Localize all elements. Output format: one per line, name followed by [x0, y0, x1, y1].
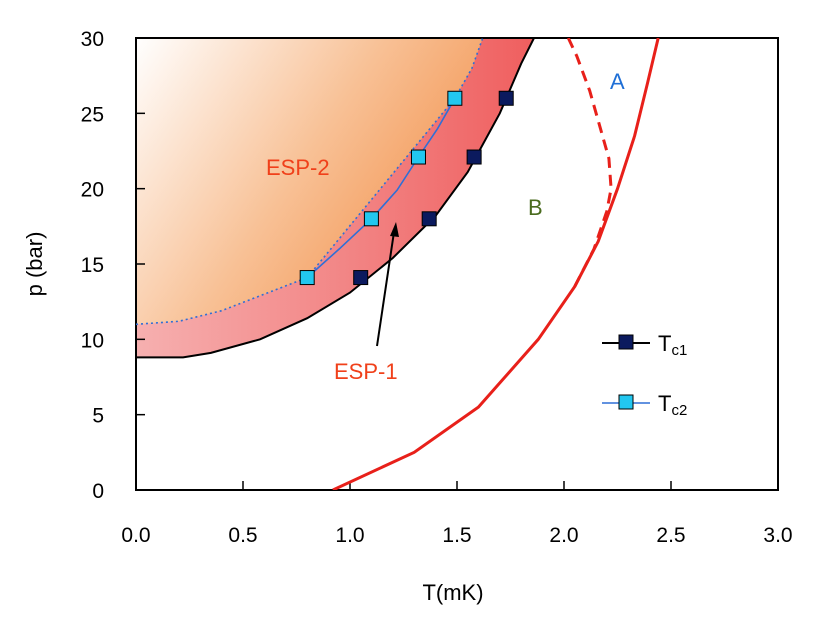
legend-marker-tc1 [618, 334, 634, 350]
y-tick-label: 0 [92, 480, 104, 503]
esp1-pointer-arrow [376, 222, 399, 347]
x-tick-label: 1.0 [335, 524, 364, 547]
x-tick-label: 3.0 [763, 524, 792, 547]
y-tick-label: 15 [81, 254, 104, 277]
tc2-marker [299, 270, 315, 286]
y-tick-label: 30 [81, 28, 104, 51]
region-label-esp2: ESP-2 [266, 155, 330, 180]
tc2-line [306, 97, 456, 279]
y-tick-label: 20 [81, 179, 104, 202]
tc1-marker [353, 270, 369, 286]
tc1-marker [498, 90, 514, 106]
tc1-marker [466, 149, 482, 165]
tc2-marker [363, 211, 379, 227]
y-axis-title: p (bar) [22, 232, 47, 297]
legend-entry-tc1: Tc1 [602, 331, 687, 359]
legend-label-tc2: Tc2 [658, 391, 687, 419]
y-tick-label: 10 [81, 329, 104, 352]
x-tick-label: 1.5 [442, 524, 471, 547]
esp2-region [136, 38, 483, 325]
legend: Tc1 Tc2 [602, 331, 687, 419]
x-tick-label: 0.5 [228, 524, 257, 547]
region-label-b: B [528, 195, 543, 220]
x-axis-title: T(mK) [422, 580, 483, 605]
tc2-dotted-extension [136, 38, 484, 326]
y-tick-label: 5 [92, 405, 104, 428]
tc2-marker [410, 149, 426, 165]
x-tick-label: 2.0 [549, 524, 578, 547]
legend-label-tc1: Tc1 [658, 331, 687, 359]
region-label-a: A [610, 69, 625, 94]
tc2-marker [447, 90, 463, 106]
x-tick-label: 0.0 [121, 524, 150, 547]
legend-marker-tc2 [618, 394, 634, 410]
ab-dashed-boundary [566, 38, 613, 288]
y-tick-label: 25 [81, 103, 104, 126]
tc1-marker [421, 211, 437, 227]
x-tick-label: 2.5 [656, 524, 685, 547]
legend-entry-tc2: Tc2 [602, 391, 687, 419]
region-label-esp1: ESP-1 [334, 359, 398, 384]
